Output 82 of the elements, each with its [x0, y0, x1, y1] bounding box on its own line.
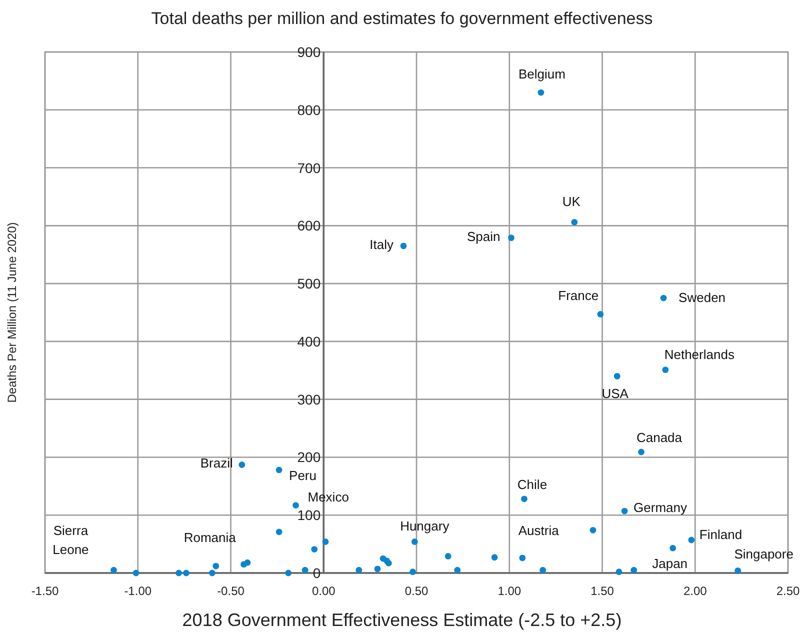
point — [491, 554, 498, 561]
point — [688, 536, 695, 544]
y-tick-label: 500 — [297, 276, 321, 292]
point — [208, 570, 216, 576]
point — [322, 538, 329, 545]
x-tick-label: 2.00 — [683, 584, 708, 598]
annotation: Sierra Leone — [52, 523, 89, 558]
point — [670, 544, 676, 552]
chart-title: Total deaths per million and estimates fo government effectiveness — [151, 9, 653, 28]
point — [176, 570, 182, 576]
x-tick-label: 1.50 — [590, 584, 614, 598]
point — [212, 562, 220, 570]
annotation: France — [558, 288, 599, 304]
point — [411, 538, 418, 545]
x-tick-label: -1.00 — [124, 584, 152, 598]
point — [454, 566, 461, 574]
annotation: Chile — [517, 476, 548, 492]
point — [276, 528, 282, 536]
point — [410, 568, 416, 576]
y-axis-title: Deaths Per Million (11 June 2020) — [5, 222, 19, 403]
annotation: Singapore — [734, 546, 794, 562]
point — [590, 526, 596, 534]
y-tick-label: 300 — [297, 391, 321, 408]
point — [374, 566, 381, 572]
x-tick-label: -0.50 — [217, 584, 245, 598]
annotation: USA — [602, 386, 629, 402]
annotation: Japan — [652, 556, 688, 572]
point — [508, 234, 514, 242]
point — [621, 508, 628, 514]
point — [311, 546, 318, 552]
annotation: Austria — [518, 522, 560, 538]
y-tick-label: 900 — [297, 44, 321, 60]
x-tick-label: 2.50 — [776, 584, 800, 598]
point — [616, 568, 622, 576]
y-tick-label: 100 — [297, 507, 321, 524]
x-axis-title: 2018 Government Effectiveness Estimate (-2.5 to +2.5) — [182, 610, 622, 630]
point — [662, 366, 669, 374]
annotation: Netherlands — [664, 346, 735, 362]
point — [638, 448, 644, 456]
y-tick-label: 200 — [297, 449, 321, 466]
y-tick-label: 800 — [297, 102, 321, 118]
x-tick-label: 1.00 — [498, 584, 522, 598]
annotation: UK — [562, 194, 581, 210]
y-tick-label: 400 — [297, 333, 321, 350]
point — [302, 566, 308, 574]
annotation: Germany — [634, 500, 688, 516]
annotation: Hungary — [400, 518, 450, 534]
annotation: Spain — [466, 228, 500, 244]
point — [110, 566, 117, 574]
point — [285, 570, 292, 576]
point — [519, 554, 526, 562]
annotation: Romania — [184, 530, 237, 546]
point — [182, 570, 190, 576]
point — [734, 567, 742, 574]
annotation: Sweden — [678, 290, 726, 306]
x-tick-label: -1.50 — [31, 584, 59, 598]
point — [292, 502, 299, 508]
point — [444, 553, 452, 560]
point — [238, 462, 246, 468]
point — [540, 566, 546, 574]
point — [132, 570, 140, 576]
point — [400, 242, 407, 250]
point — [276, 466, 282, 474]
annotation: Finland — [699, 527, 742, 542]
annotation: Brazil — [200, 456, 233, 471]
point — [356, 566, 362, 574]
annotation: Canada — [636, 430, 683, 446]
x-tick-label: 0.00 — [312, 584, 336, 598]
annotation: Peru — [289, 468, 317, 483]
point — [571, 218, 578, 226]
point — [521, 496, 528, 502]
point — [597, 311, 604, 318]
point — [244, 559, 251, 566]
annotation: Belgium — [518, 66, 566, 82]
y-tick-label: 600 — [297, 218, 321, 234]
y-tick-label: 700 — [297, 160, 321, 176]
point — [538, 89, 544, 96]
point — [614, 372, 620, 380]
x-tick-label: 0.50 — [404, 584, 428, 598]
point — [630, 566, 638, 574]
annotation: Italy — [370, 236, 394, 252]
point — [660, 294, 667, 302]
